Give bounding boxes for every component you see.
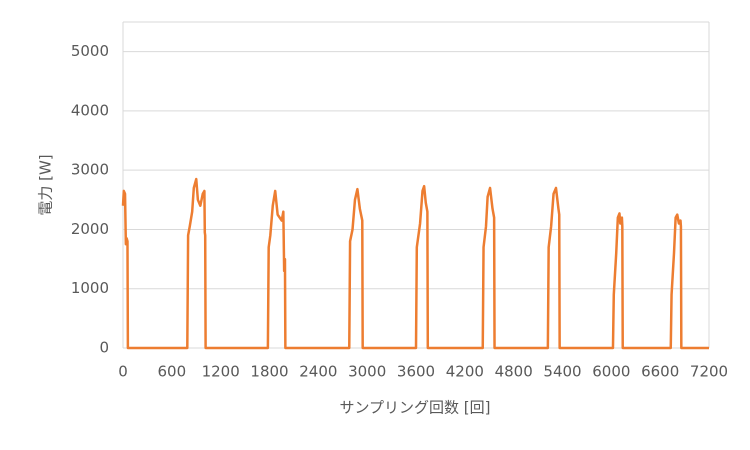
data-line (121, 177, 709, 350)
x-tick-label: 6600 (641, 363, 679, 381)
x-tick-label: 3600 (397, 363, 435, 381)
x-tick-label: 5400 (543, 363, 581, 381)
x-tick-label: 0 (118, 363, 128, 381)
x-tick-label: 1200 (202, 363, 240, 381)
y-tick-label: 4000 (71, 101, 109, 119)
x-tick-label: 2400 (299, 363, 337, 381)
x-tick-label: 6000 (592, 363, 630, 381)
y-tick-label: 0 (99, 339, 109, 357)
x-tick-label: 3000 (348, 363, 386, 381)
y-axis-label: 電力 [W] (37, 154, 55, 215)
y-tick-label: 5000 (71, 42, 109, 60)
x-tick-label: 1800 (250, 363, 288, 381)
y-tick-label: 2000 (71, 220, 109, 238)
x-axis-label: サンプリング回数 [回] (339, 399, 490, 417)
y-tick-label: 1000 (71, 279, 109, 297)
x-tick-label: 7200 (690, 363, 728, 381)
x-tick-label: 4800 (495, 363, 533, 381)
y-tick-label: 3000 (71, 161, 109, 179)
x-tick-label: 600 (158, 363, 187, 381)
x-tick-label: 4200 (446, 363, 484, 381)
